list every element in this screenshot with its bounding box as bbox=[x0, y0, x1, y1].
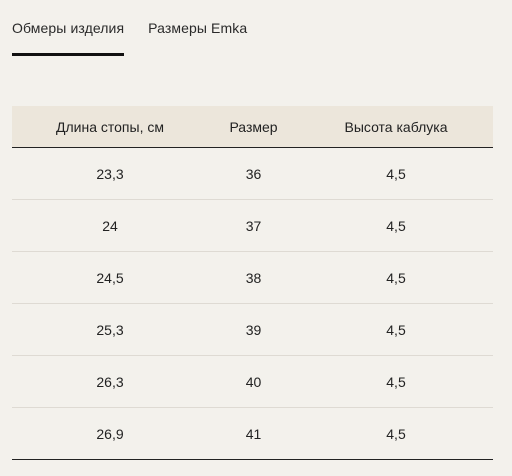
cell-foot-length: 23,3 bbox=[12, 147, 208, 200]
cell-size: 36 bbox=[208, 147, 299, 200]
size-table-wrapper: Длина стопы, см Размер Высота каблука 23… bbox=[12, 106, 493, 460]
cell-heel-height: 4,5 bbox=[299, 355, 493, 408]
header-heel-height: Высота каблука bbox=[299, 106, 493, 148]
cell-size: 40 bbox=[208, 355, 299, 408]
cell-heel-height: 4,5 bbox=[299, 303, 493, 356]
tab-emka-sizes[interactable]: Размеры Emka bbox=[148, 0, 247, 56]
cell-heel-height: 4,5 bbox=[299, 147, 493, 200]
cell-foot-length: 26,3 bbox=[12, 355, 208, 408]
tabs-bar: Обмеры изделия Размеры Emka bbox=[12, 0, 247, 56]
cell-foot-length: 26,9 bbox=[12, 407, 208, 460]
cell-size: 37 bbox=[208, 199, 299, 252]
table-row: 24 37 4,5 bbox=[12, 199, 493, 252]
cell-heel-height: 4,5 bbox=[299, 199, 493, 252]
cell-size: 41 bbox=[208, 407, 299, 460]
table-row: 25,3 39 4,5 bbox=[12, 303, 493, 356]
tab-label: Обмеры изделия bbox=[12, 20, 125, 36]
table-row: 23,3 36 4,5 bbox=[12, 147, 493, 200]
size-table: Длина стопы, см Размер Высота каблука 23… bbox=[12, 106, 493, 460]
header-foot-length: Длина стопы, см bbox=[12, 106, 208, 148]
header-size: Размер bbox=[208, 106, 299, 148]
cell-size: 38 bbox=[208, 251, 299, 304]
cell-size: 39 bbox=[208, 303, 299, 356]
cell-foot-length: 24 bbox=[12, 199, 208, 252]
cell-foot-length: 24,5 bbox=[12, 251, 208, 304]
table-row: 24,5 38 4,5 bbox=[12, 251, 493, 304]
cell-heel-height: 4,5 bbox=[299, 407, 493, 460]
cell-heel-height: 4,5 bbox=[299, 251, 493, 304]
table-row: 26,3 40 4,5 bbox=[12, 355, 493, 408]
table-row: 26,9 41 4,5 bbox=[12, 407, 493, 460]
cell-foot-length: 25,3 bbox=[12, 303, 208, 356]
tab-product-measurements[interactable]: Обмеры изделия bbox=[12, 0, 125, 56]
table-header-row: Длина стопы, см Размер Высота каблука bbox=[12, 106, 493, 148]
tab-label: Размеры Emka bbox=[148, 20, 248, 36]
